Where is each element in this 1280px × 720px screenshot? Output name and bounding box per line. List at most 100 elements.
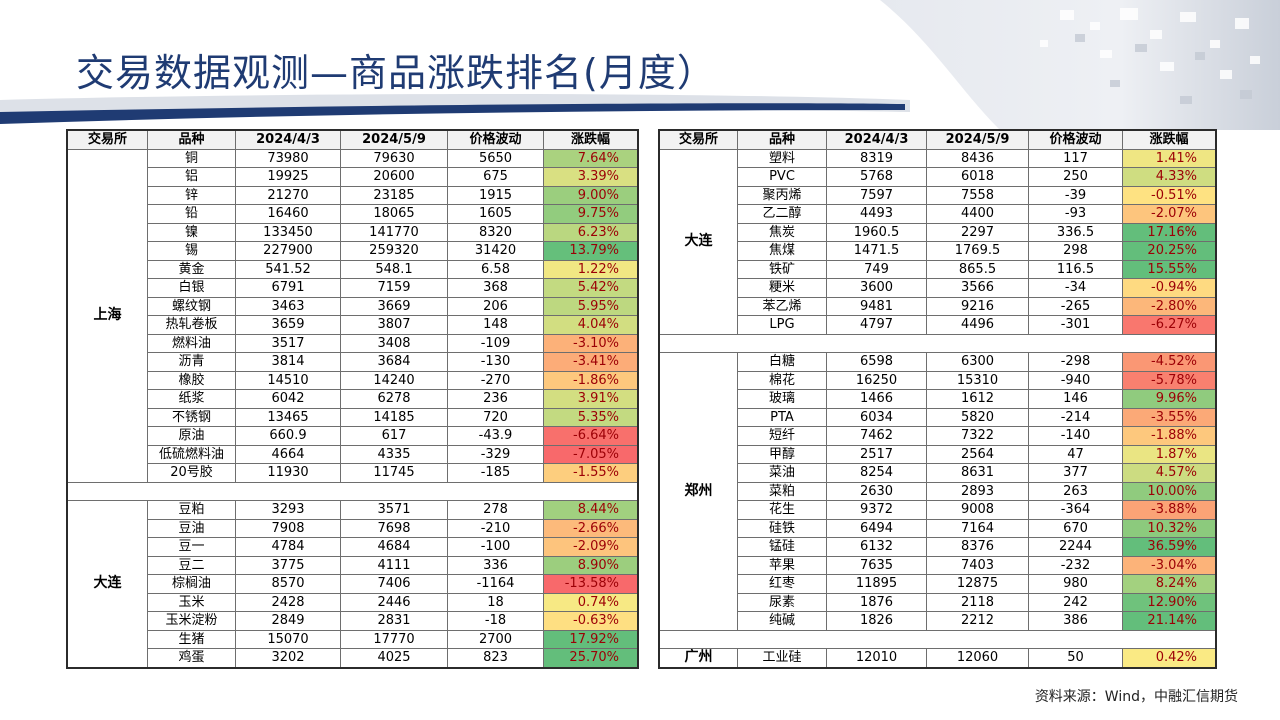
table-row: 螺纹钢 3463 3669 206 5.95%	[68, 296, 638, 316]
table-row: 焦煤 1471.5 1769.5 298 20.25%	[660, 241, 1216, 261]
separator-cell	[67, 481, 638, 501]
pct-change-cell: 9.00%	[543, 185, 638, 205]
price-change-cell: 377	[1028, 463, 1123, 483]
price-date2-cell: 2297	[926, 222, 1029, 242]
price-date2-cell: 20600	[340, 167, 448, 187]
price-change-cell: -100	[447, 537, 544, 557]
table-row: 乙二醇 4493 4400 -93 -2.07%	[660, 204, 1216, 224]
price-date1-cell: 21270	[235, 185, 341, 205]
price-change-cell: 250	[1028, 167, 1123, 187]
pct-change-cell: 9.96%	[1122, 389, 1216, 409]
variety-cell: 玉米淀粉	[147, 611, 236, 631]
price-change-cell: 675	[447, 167, 544, 187]
pct-change-cell: -5.78%	[1122, 370, 1216, 390]
table-row: 菜油 8254 8631 377 4.57%	[660, 463, 1216, 483]
pct-change-cell: 17.92%	[543, 629, 638, 649]
header-date2: 2024/5/9	[926, 130, 1029, 150]
variety-cell: 花生	[737, 500, 827, 520]
exchange-cell: 上海	[67, 148, 148, 483]
price-change-cell: 6.58	[447, 259, 544, 279]
price-date1-cell: 16460	[235, 204, 341, 224]
table-row: 鸡蛋 3202 4025 823 25.70%	[68, 648, 638, 668]
price-date1-cell: 14510	[235, 370, 341, 390]
header-date1: 2024/4/3	[826, 130, 927, 150]
variety-cell: 镍	[147, 222, 236, 242]
pct-change-cell: -7.05%	[543, 444, 638, 464]
pct-change-cell: 10.00%	[1122, 481, 1216, 501]
pct-change-cell: -1.55%	[543, 463, 638, 483]
price-date1-cell: 3517	[235, 333, 341, 353]
pct-change-cell: -2.80%	[1122, 296, 1216, 316]
table-row: 镍 133450 141770 8320 6.23%	[68, 222, 638, 242]
variety-cell: 尿素	[737, 592, 827, 612]
pct-change-cell: 5.42%	[543, 278, 638, 298]
price-date2-cell: 9216	[926, 296, 1029, 316]
pct-change-cell: -3.88%	[1122, 500, 1216, 520]
separator-row	[659, 333, 1216, 353]
pct-change-cell: 12.90%	[1122, 592, 1216, 612]
variety-cell: 白糖	[737, 352, 827, 372]
left-commodity-table: 交易所 品种 2024/4/3 2024/5/9 价格波动 涨跌幅 上海铜 739…	[67, 130, 638, 668]
price-change-cell: 31420	[447, 241, 544, 261]
price-date2-cell: 23185	[340, 185, 448, 205]
price-date1-cell: 541.52	[235, 259, 341, 279]
table-row: 聚丙烯 7597 7558 -39 -0.51%	[660, 185, 1216, 205]
price-date1-cell: 12010	[826, 648, 927, 668]
price-date1-cell: 1471.5	[826, 241, 927, 261]
left-table-frame	[66, 129, 639, 669]
price-date1-cell: 4664	[235, 444, 341, 464]
source-note: 资料来源：Wind，中融汇信期货	[1034, 689, 1238, 705]
table-row: 大连 豆粕 3293 3571 278 8.44%	[67, 500, 638, 668]
price-date2-cell: 2893	[926, 481, 1029, 501]
price-date1-cell: 4493	[826, 204, 927, 224]
header-date1: 2024/4/3	[235, 130, 341, 150]
price-date2-cell: 2831	[340, 611, 448, 631]
pct-change-cell: -3.41%	[543, 352, 638, 372]
price-date2-cell: 3669	[340, 296, 448, 316]
table-row: PTA 6034 5820 -214 -3.55%	[660, 407, 1216, 427]
pct-change-cell: 15.55%	[1122, 259, 1216, 279]
left-table-body: 上海铜 73980 79630 5650 7.64% 铝 19925 20600 675 3.39…	[67, 148, 638, 668]
price-change-cell: 18	[447, 592, 544, 612]
price-date2-cell: 7159	[340, 278, 448, 298]
price-date2-cell: 6278	[340, 389, 448, 409]
pct-change-cell: -2.66%	[543, 518, 638, 538]
price-date1-cell: 7908	[235, 518, 341, 538]
exchange-cell: 广州	[659, 648, 738, 668]
right-table-body: 大连 塑料 8319 8436 117 1.41% PVC 5768 6018 250 4.33% 聚…	[659, 148, 1216, 668]
price-date2-cell: 17770	[340, 629, 448, 649]
table-row: PVC 5768 6018 250 4.33%	[660, 167, 1216, 187]
price-date1-cell: 8319	[826, 148, 927, 168]
price-date1-cell: 3659	[235, 315, 341, 335]
price-date1-cell: 73980	[235, 148, 341, 168]
table-header-row: 交易所 品种 2024/4/3 2024/5/9 价格波动 涨跌幅	[659, 130, 1216, 150]
pct-change-cell: 1.87%	[1122, 444, 1216, 464]
variety-cell: 生猪	[147, 629, 236, 649]
table-row: 硅铁 6494 7164 670 10.32%	[660, 518, 1216, 538]
header-variety: 品种	[147, 130, 236, 150]
price-date2-cell: 14185	[340, 407, 448, 427]
price-change-cell: 336.5	[1028, 222, 1123, 242]
table-row: 广州 工业硅 12010 12060 50 0.42%	[659, 648, 1216, 668]
price-date2-cell: 617	[340, 426, 448, 446]
pct-change-cell: 1.41%	[1122, 148, 1216, 168]
price-change-cell: 1605	[447, 204, 544, 224]
pct-change-cell: 4.33%	[1122, 167, 1216, 187]
table-row: 铁矿 749 865.5 116.5 15.55%	[660, 259, 1216, 279]
price-date1-cell: 1876	[826, 592, 927, 612]
variety-cell: 聚丙烯	[737, 185, 827, 205]
variety-cell: 塑料	[737, 148, 827, 168]
pct-change-cell: 4.57%	[1122, 463, 1216, 483]
table-row: 不锈钢 13465 14185 720 5.35%	[68, 407, 638, 427]
separator-cell	[659, 333, 1216, 353]
variety-cell: PVC	[737, 167, 827, 187]
price-date2-cell: 3408	[340, 333, 448, 353]
pct-change-cell: 3.91%	[543, 389, 638, 409]
separator-row	[67, 481, 638, 501]
pct-change-cell: -3.04%	[1122, 555, 1216, 575]
price-date1-cell: 7597	[826, 185, 927, 205]
header-date2: 2024/5/9	[340, 130, 448, 150]
price-date1-cell: 1960.5	[826, 222, 927, 242]
table-row: 豆二 3775 4111 336 8.90%	[68, 555, 638, 575]
table-row: 20号胶 11930 11745 -185 -1.55%	[68, 463, 638, 483]
